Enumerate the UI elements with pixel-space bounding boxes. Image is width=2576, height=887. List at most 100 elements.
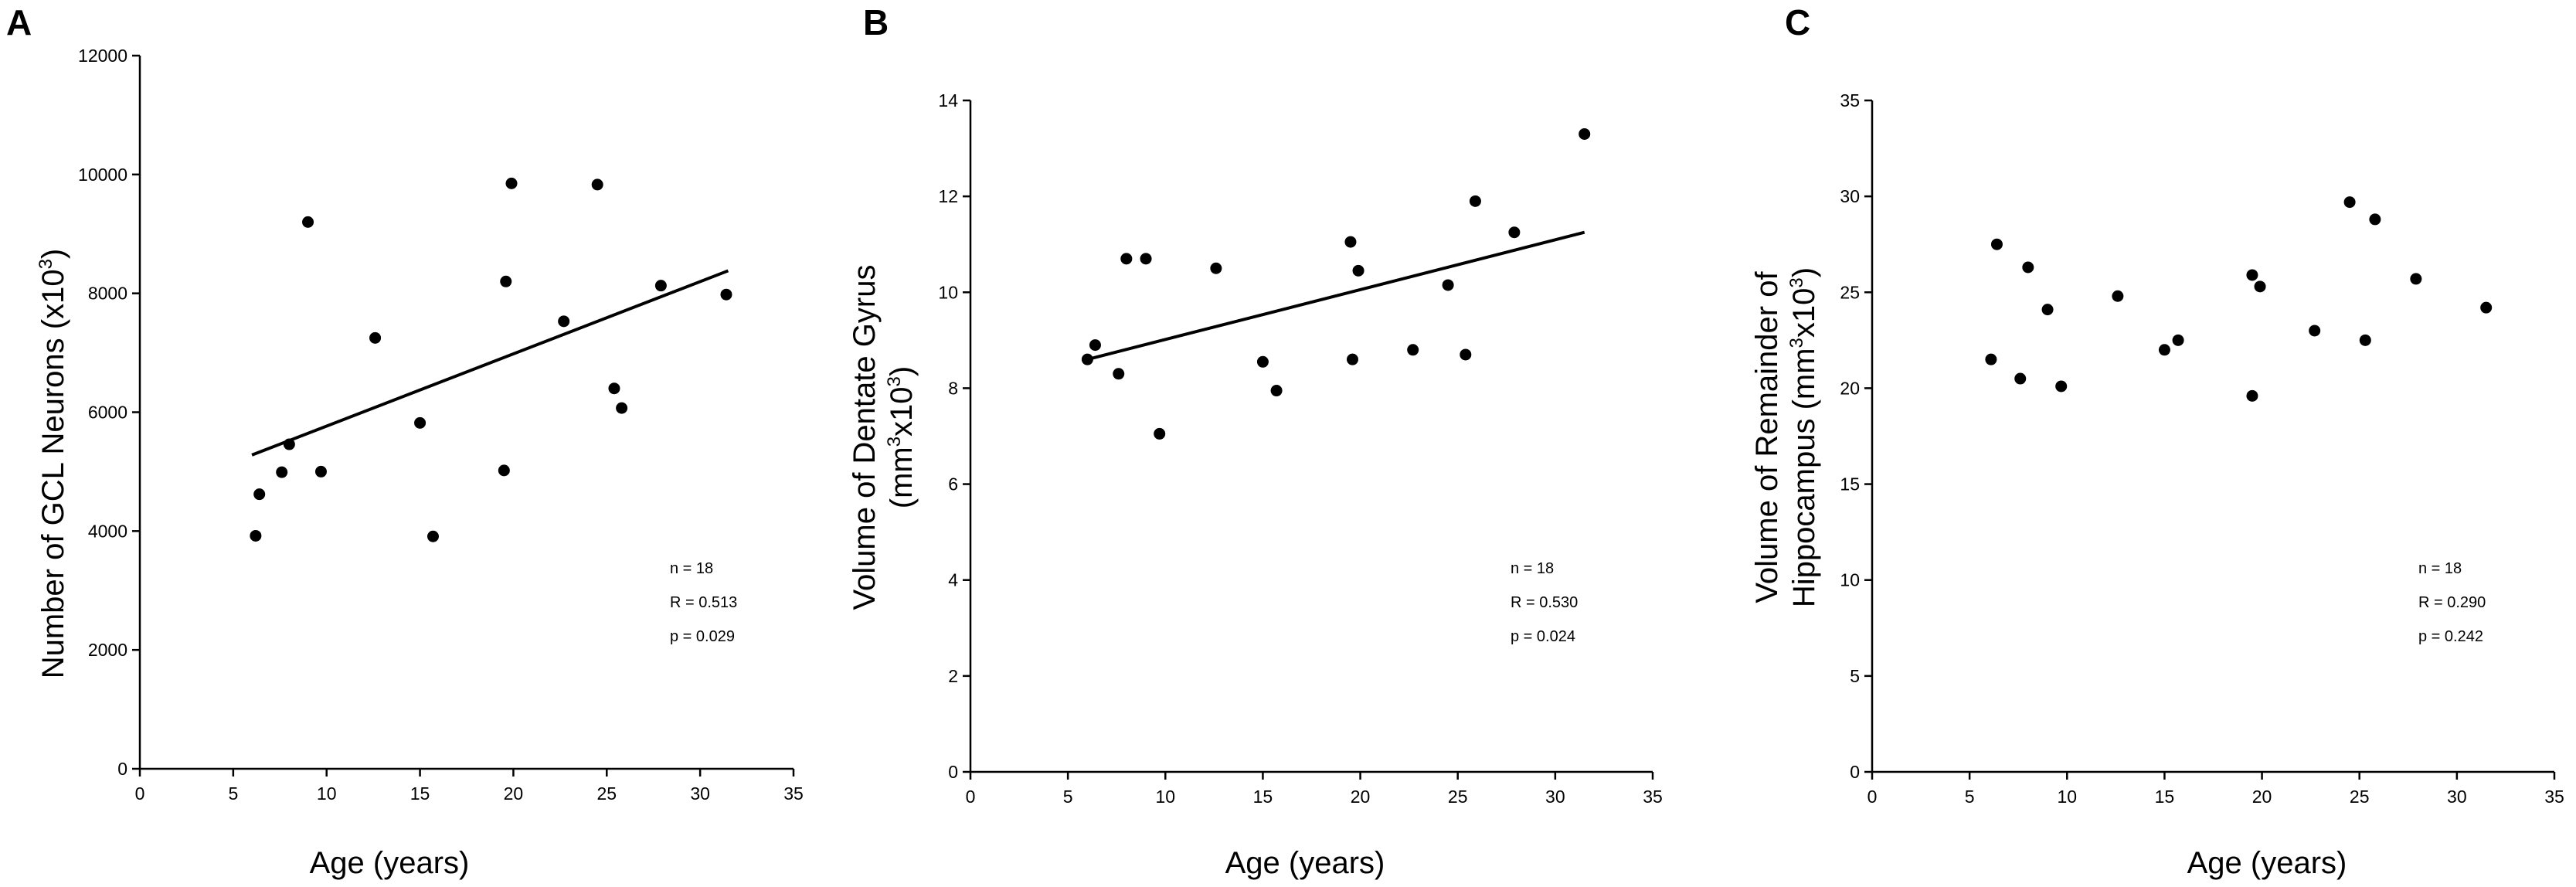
- x-tick-label-b: 5: [1063, 787, 1073, 807]
- data-point-b: [1442, 279, 1454, 291]
- y-axis-label-a: Number of GCL Neurons (x103): [36, 249, 70, 679]
- x-tick-label-a: 0: [135, 783, 145, 804]
- x-tick-label-a: 20: [504, 783, 524, 804]
- data-point-c: [2112, 290, 2124, 302]
- data-point-b: [1154, 427, 1166, 440]
- stat-n-a: n = 18: [670, 560, 713, 577]
- x-tick-label-c: 5: [1965, 787, 1975, 807]
- data-point-a: [302, 216, 314, 228]
- x-tick-label-b: 10: [1155, 787, 1175, 807]
- data-point-b: [1140, 253, 1152, 265]
- data-point-b: [1460, 348, 1472, 361]
- y-tick-label-a: 2000: [88, 640, 127, 660]
- panel-a: A Number of GCL Neurons (x103) Age (year…: [6, 2, 804, 880]
- data-point-c: [2158, 344, 2170, 356]
- x-tick-label-c: 25: [2350, 787, 2370, 807]
- y-tick-label-c: 20: [1840, 378, 1860, 398]
- data-point-b: [1579, 127, 1591, 140]
- data-point-b: [1344, 236, 1357, 248]
- data-point-a: [253, 488, 266, 501]
- data-point-c: [2410, 273, 2422, 285]
- data-point-c: [2309, 325, 2321, 337]
- y-axis-label-b-line1: Volume of Dentate Gyrus: [848, 265, 882, 610]
- y-tick-label-c: 5: [1850, 666, 1860, 686]
- data-point-a: [608, 382, 620, 395]
- y-tick-label-c: 30: [1840, 186, 1860, 206]
- data-point-a: [591, 178, 603, 191]
- y-tick-label-b: 12: [938, 186, 958, 206]
- data-point-a: [654, 280, 667, 292]
- data-point-c: [2246, 389, 2258, 402]
- data-point-b: [1469, 195, 1481, 207]
- y-tick-label-c: 0: [1850, 762, 1860, 782]
- y-tick-label-a: 6000: [88, 403, 127, 423]
- y-tick-label-b: 14: [938, 90, 958, 110]
- x-axis-label-c: Age (years): [2187, 846, 2347, 880]
- y-tick-label-a: 4000: [88, 521, 127, 541]
- data-point-a: [414, 416, 427, 429]
- y-tick-label-a: 12000: [78, 46, 127, 66]
- data-point-b: [1256, 355, 1269, 368]
- data-point-a: [427, 530, 439, 542]
- data-point-a: [505, 177, 518, 189]
- x-tick-label-a: 25: [596, 783, 617, 804]
- regression-line-b: [1086, 230, 1585, 362]
- y-tick-label-a: 8000: [88, 284, 127, 304]
- data-point-c: [2022, 261, 2034, 274]
- x-tick-label-a: 5: [228, 783, 238, 804]
- stat-n-b: n = 18: [1511, 560, 1554, 577]
- y-tick-label-c: 25: [1840, 282, 1860, 302]
- y-axis-label-c-line1: Volume of Remainder of: [1750, 271, 1784, 603]
- x-tick-label-c: 35: [2544, 787, 2564, 807]
- panel-b: B Volume of Dentate Gyrus (mm3x103) Age …: [848, 2, 1663, 880]
- stat-r-a: R = 0.513: [670, 594, 737, 611]
- data-point-b: [1089, 339, 1101, 352]
- y-axis-label-b-line2: (mm3x103): [884, 366, 919, 509]
- data-point-b: [1407, 344, 1419, 356]
- y-tick-label-b: 8: [948, 378, 958, 398]
- y-tick-label-b: 10: [938, 282, 958, 302]
- data-point-a: [498, 464, 510, 477]
- data-point-b: [1081, 353, 1093, 365]
- data-point-b: [1210, 262, 1222, 274]
- x-tick-label-b: 35: [1643, 787, 1663, 807]
- y-tick-label-b: 6: [948, 474, 958, 494]
- data-point-a: [283, 438, 295, 450]
- x-axis-label-b: Age (years): [1225, 846, 1385, 880]
- data-point-c: [2055, 380, 2068, 393]
- stat-n-c: n = 18: [2418, 560, 2462, 577]
- y-tick-label-b: 4: [948, 570, 958, 590]
- panel-c: C Volume of Remainder of Hippocampus (mm…: [1750, 2, 2564, 880]
- data-point-b: [1508, 226, 1521, 239]
- data-point-a: [276, 466, 288, 478]
- data-point-b: [1270, 385, 1283, 397]
- panel-letter-b: B: [863, 2, 889, 42]
- x-tick-label-a: 30: [690, 783, 710, 804]
- y-tick-label-b: 0: [948, 762, 958, 782]
- data-point-a: [720, 288, 732, 301]
- y-tick-label-a: 10000: [78, 165, 127, 185]
- data-point-c: [2359, 334, 2371, 346]
- y-tick-label-a: 0: [117, 759, 127, 779]
- stat-r-b: R = 0.530: [1511, 594, 1578, 611]
- data-point-b: [1120, 253, 1133, 265]
- panel-letter-a: A: [6, 2, 32, 42]
- x-tick-label-c: 30: [2447, 787, 2467, 807]
- stat-r-c: R = 0.290: [2418, 594, 2486, 611]
- y-tick-label-b: 2: [948, 666, 958, 686]
- x-tick-label-a: 15: [410, 783, 430, 804]
- data-point-c: [2343, 196, 2356, 209]
- data-point-b: [1352, 264, 1364, 277]
- data-point-a: [314, 465, 327, 477]
- y-tick-label-c: 35: [1840, 90, 1860, 110]
- x-tick-label-b: 30: [1545, 787, 1565, 807]
- data-point-a: [558, 315, 570, 328]
- x-tick-label-c: 20: [2252, 787, 2272, 807]
- x-tick-label-a: 35: [783, 783, 804, 804]
- y-tick-label-c: 15: [1840, 474, 1860, 494]
- data-point-c: [2254, 280, 2266, 293]
- x-tick-label-c: 0: [1867, 787, 1878, 807]
- stat-p-a: p = 0.029: [670, 628, 735, 645]
- data-point-c: [2014, 372, 2027, 385]
